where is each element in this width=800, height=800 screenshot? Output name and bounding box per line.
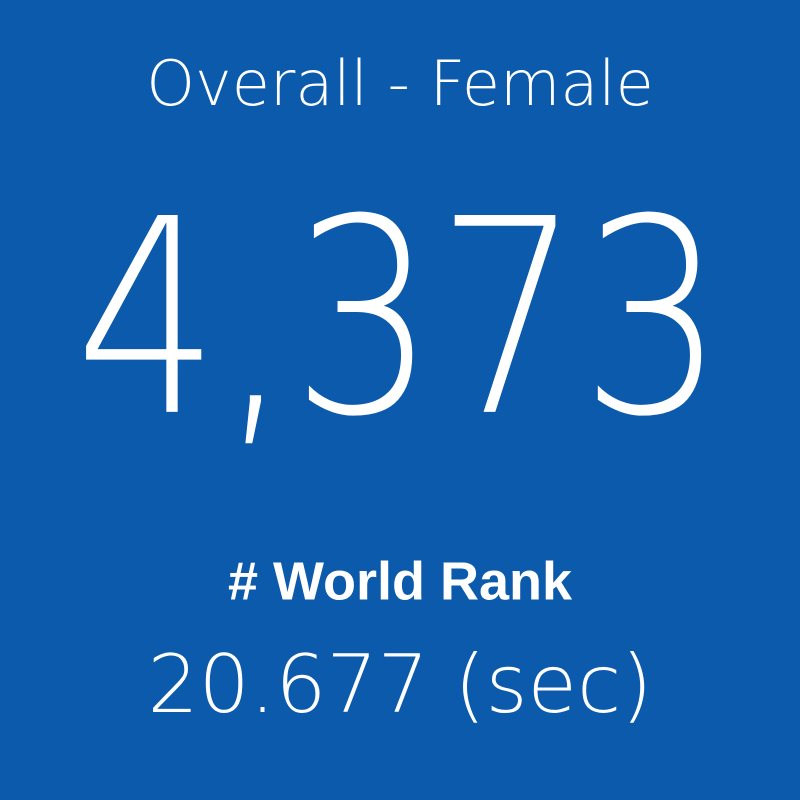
tile-label: # World Rank	[228, 551, 573, 611]
tile-value: 4,373	[75, 161, 725, 476]
tile-title: Overall - Female	[146, 47, 654, 120]
tile-subvalue: 20.677 (sec)	[148, 638, 653, 731]
